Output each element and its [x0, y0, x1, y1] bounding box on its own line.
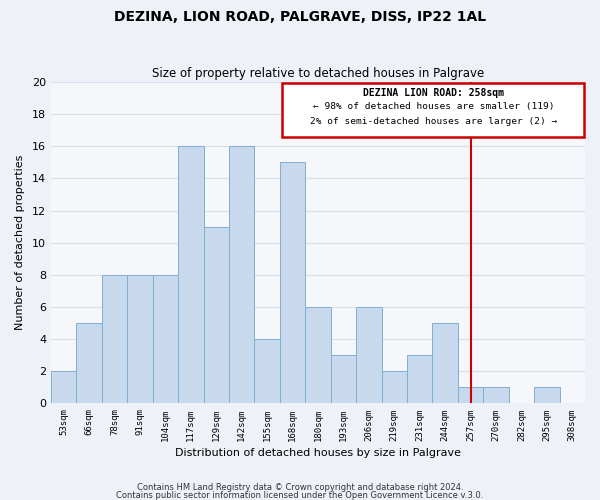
- Bar: [229, 146, 254, 404]
- Bar: [280, 162, 305, 404]
- Bar: [127, 275, 152, 404]
- Title: Size of property relative to detached houses in Palgrave: Size of property relative to detached ho…: [152, 66, 484, 80]
- Text: 2% of semi-detached houses are larger (2) →: 2% of semi-detached houses are larger (2…: [310, 116, 557, 126]
- Bar: [254, 339, 280, 404]
- Bar: [382, 372, 407, 404]
- Bar: [51, 372, 76, 404]
- Bar: [458, 388, 483, 404]
- Bar: [152, 275, 178, 404]
- Text: DEZINA, LION ROAD, PALGRAVE, DISS, IP22 1AL: DEZINA, LION ROAD, PALGRAVE, DISS, IP22 …: [114, 10, 486, 24]
- Text: DEZINA LION ROAD: 258sqm: DEZINA LION ROAD: 258sqm: [363, 88, 504, 98]
- Y-axis label: Number of detached properties: Number of detached properties: [15, 155, 25, 330]
- Bar: [305, 307, 331, 404]
- Bar: [76, 323, 102, 404]
- Text: ← 98% of detached houses are smaller (119): ← 98% of detached houses are smaller (11…: [313, 102, 554, 111]
- Text: Contains HM Land Registry data © Crown copyright and database right 2024.: Contains HM Land Registry data © Crown c…: [137, 484, 463, 492]
- Bar: [483, 388, 509, 404]
- Bar: [356, 307, 382, 404]
- Bar: [407, 355, 433, 404]
- FancyBboxPatch shape: [283, 83, 584, 138]
- X-axis label: Distribution of detached houses by size in Palgrave: Distribution of detached houses by size …: [175, 448, 461, 458]
- Bar: [102, 275, 127, 404]
- Bar: [203, 226, 229, 404]
- Text: Contains public sector information licensed under the Open Government Licence v.: Contains public sector information licen…: [116, 490, 484, 500]
- Bar: [331, 355, 356, 404]
- Bar: [178, 146, 203, 404]
- Bar: [534, 388, 560, 404]
- Bar: [433, 323, 458, 404]
